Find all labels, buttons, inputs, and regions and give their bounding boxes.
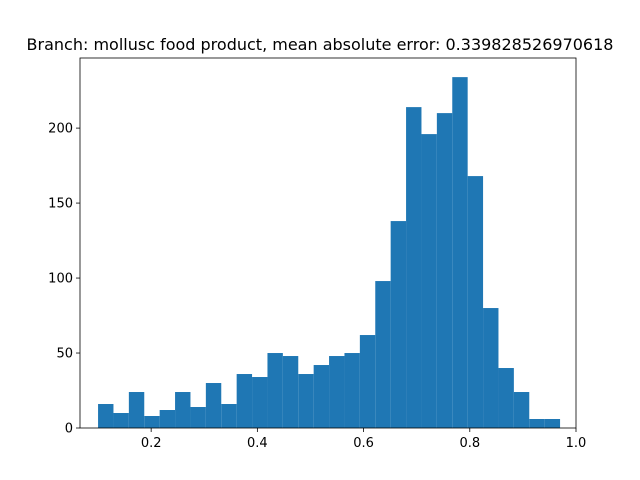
histogram-bar: [375, 281, 391, 428]
histogram-bar: [175, 392, 191, 428]
axes-group: 0.2 0.4 0.6 0.8 1.0 0 50 100 150 200: [48, 122, 586, 451]
histogram-bar: [467, 176, 484, 428]
histogram-bar: [236, 374, 253, 428]
histogram-bar: [298, 374, 314, 428]
histogram-bar: [205, 383, 222, 428]
x-tick-label: 0.6: [353, 436, 374, 451]
histogram-bar: [406, 107, 422, 429]
histogram-bar: [529, 419, 545, 428]
x-tick-label: 0.2: [141, 436, 162, 451]
plot-frame: [79, 57, 577, 429]
histogram-bar: [436, 113, 453, 428]
x-tick-label: 1.0: [566, 436, 587, 451]
histogram-bar: [344, 353, 360, 428]
histogram-bar: [452, 77, 468, 429]
histogram-bar: [98, 404, 114, 428]
y-tick-label: 200: [48, 122, 73, 137]
x-tick-label: 0.8: [459, 436, 480, 451]
histogram-bar: [359, 335, 376, 428]
histogram-bar: [329, 356, 345, 428]
histogram-bar: [282, 356, 299, 428]
y-tick-label: 0: [65, 422, 73, 437]
chart-title: Branch: mollusc food product, mean absol…: [27, 35, 614, 54]
x-tick-label: 0.4: [247, 436, 268, 451]
y-tick-label: 100: [48, 272, 73, 287]
histogram-bar: [252, 377, 268, 428]
histogram-bar: [498, 368, 514, 428]
histogram-bar: [421, 134, 437, 428]
histogram-bar: [128, 392, 145, 428]
histogram-bar: [544, 419, 561, 428]
histogram-bar: [390, 221, 407, 428]
histogram-bar: [267, 353, 283, 428]
histogram-bar: [483, 308, 499, 428]
y-tick-label: 50: [56, 347, 73, 362]
y-tick-label: 150: [48, 197, 73, 212]
histogram-bar: [313, 365, 330, 428]
histogram-bar: [159, 410, 176, 428]
bars-group: [98, 77, 561, 429]
histogram-bar: [513, 392, 530, 428]
histogram-bar: [144, 416, 160, 428]
histogram-bar: [113, 413, 129, 428]
histogram-bar: [190, 407, 206, 428]
histogram-bar: [221, 404, 237, 428]
